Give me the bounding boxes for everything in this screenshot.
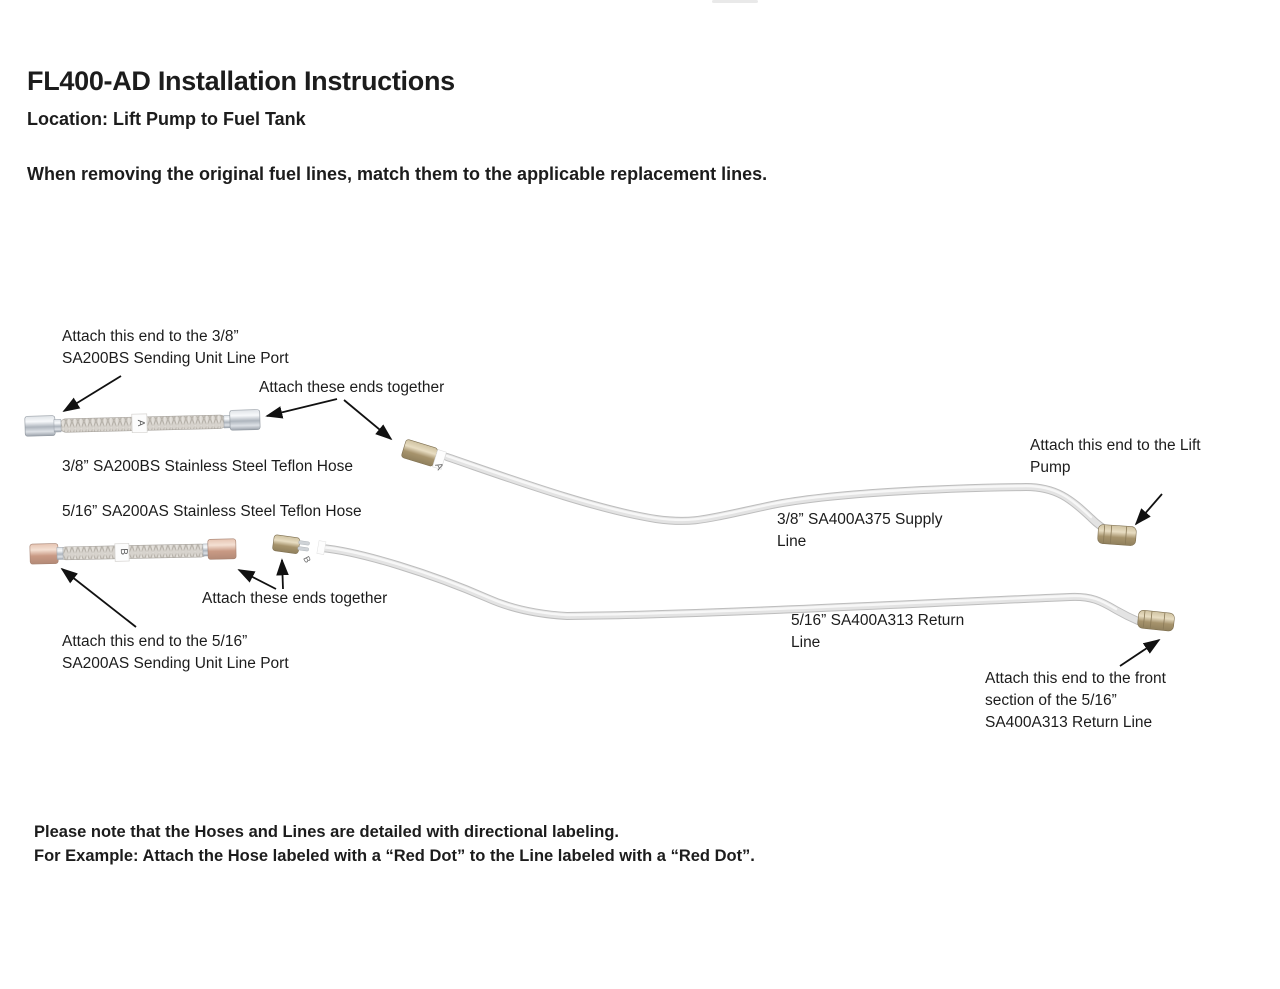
instruction-text: When removing the original fuel lines, m…	[27, 164, 768, 184]
hose-b-id-band	[114, 543, 130, 562]
supply-line-front-fitting	[401, 439, 438, 467]
hose-b-right-fitting	[207, 538, 237, 560]
supply-line-id-band	[432, 449, 447, 470]
arrow-hose-b-end	[60, 567, 137, 628]
supply-line-marker-letter: A	[432, 461, 445, 472]
hose-a-left-fitting	[24, 415, 56, 437]
return-line-rear-fitting	[1137, 609, 1175, 632]
callout-join-b: Attach these ends together	[202, 590, 388, 607]
return-line-front-fitting	[272, 534, 301, 554]
return-line-5-16-sa400a313: B	[272, 534, 1175, 632]
page-title: FL400-AD Installation Instructions	[27, 66, 455, 96]
arrow-join-b-hose	[237, 569, 277, 590]
arrow-hose-a-end	[62, 375, 122, 412]
callout-hose-b-end: Attach this end to the 5/16” SA200AS Sen…	[62, 633, 289, 672]
location-subtitle: Location: Lift Pump to Fuel Tank	[27, 109, 306, 129]
hose-b-marker-letter: B	[118, 548, 129, 555]
hose-a-id-band	[131, 413, 148, 434]
hose-3-8-sa200bs: A	[24, 409, 261, 437]
label-return-line: 5/16” SA400A313 Return Line	[791, 612, 965, 651]
callout-join-a: Attach these ends together	[259, 379, 445, 396]
arrow-lift-pump	[1134, 493, 1163, 526]
callout-arrows	[60, 375, 1163, 667]
directional-labeling-note: Please note that the Hoses and Lines are…	[34, 823, 755, 865]
supply-line-3-8-sa400a375: A	[401, 439, 1137, 546]
hose-b-left-fitting	[29, 543, 59, 565]
return-line-marker-letter: B	[301, 554, 313, 564]
hose-5-16-sa200as: B	[29, 538, 237, 565]
hose-a-right-fitting	[229, 409, 261, 431]
callout-lift-pump-end: Attach this end to the Lift Pump	[1030, 437, 1201, 476]
hose-a-marker-letter: A	[135, 420, 146, 427]
label-hose-a: 3/8” SA200BS Stainless Steel Teflon Hose	[62, 458, 353, 475]
arrow-join-a-hose	[265, 398, 338, 419]
arrow-join-a-line	[343, 399, 393, 441]
arrow-join-b-line	[276, 558, 289, 590]
label-supply-line: 3/8” SA400A375 Supply Line	[777, 511, 943, 550]
label-hose-b: 5/16” SA200AS Stainless Steel Teflon Hos…	[62, 503, 362, 520]
callout-hose-a-end: Attach this end to the 3/8” SA200BS Send…	[62, 328, 289, 367]
scan-artifact	[712, 0, 758, 3]
callout-return-front-end: Attach this end to the front section of …	[985, 670, 1166, 731]
arrow-return-front	[1119, 639, 1161, 667]
